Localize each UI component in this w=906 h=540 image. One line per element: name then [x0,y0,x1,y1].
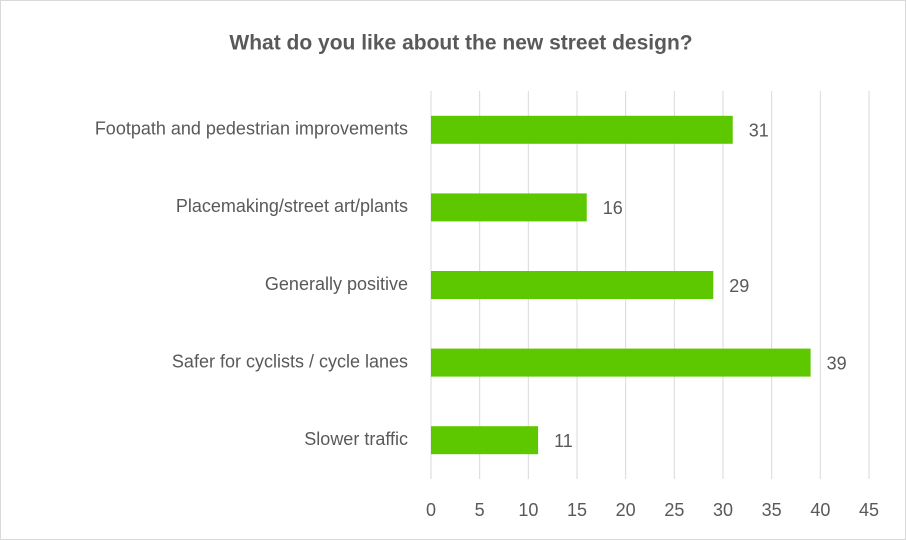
bar [431,271,714,299]
x-tick-label: 0 [426,500,436,520]
data-label: 29 [729,276,749,296]
x-tick-label: 30 [713,500,733,520]
data-label: 39 [827,353,847,373]
y-tick-label: Footpath and pedestrian improvements [95,119,408,139]
bar [431,115,733,144]
y-tick-label: Placemaking/street art/plants [176,196,408,216]
data-label: 31 [749,121,769,141]
y-tick-label: Safer for cyclists / cycle lanes [172,351,408,371]
x-tick-label: 20 [616,500,636,520]
data-label: 11 [554,431,573,451]
y-tick-label: Slower traffic [304,429,408,449]
x-tick-label: 15 [567,500,587,520]
y-tick-label: Generally positive [265,274,408,294]
x-tick-label: 40 [810,500,830,520]
x-tick-label: 25 [664,500,684,520]
bar [431,348,811,377]
bar [431,426,539,455]
chart-title: What do you like about the new street de… [229,32,692,55]
x-tick-label: 10 [518,500,538,520]
x-tick-label: 35 [762,500,782,520]
data-label: 16 [603,198,623,218]
bar [431,193,587,222]
x-tick-label: 45 [859,500,879,520]
x-tick-label: 5 [475,500,485,520]
